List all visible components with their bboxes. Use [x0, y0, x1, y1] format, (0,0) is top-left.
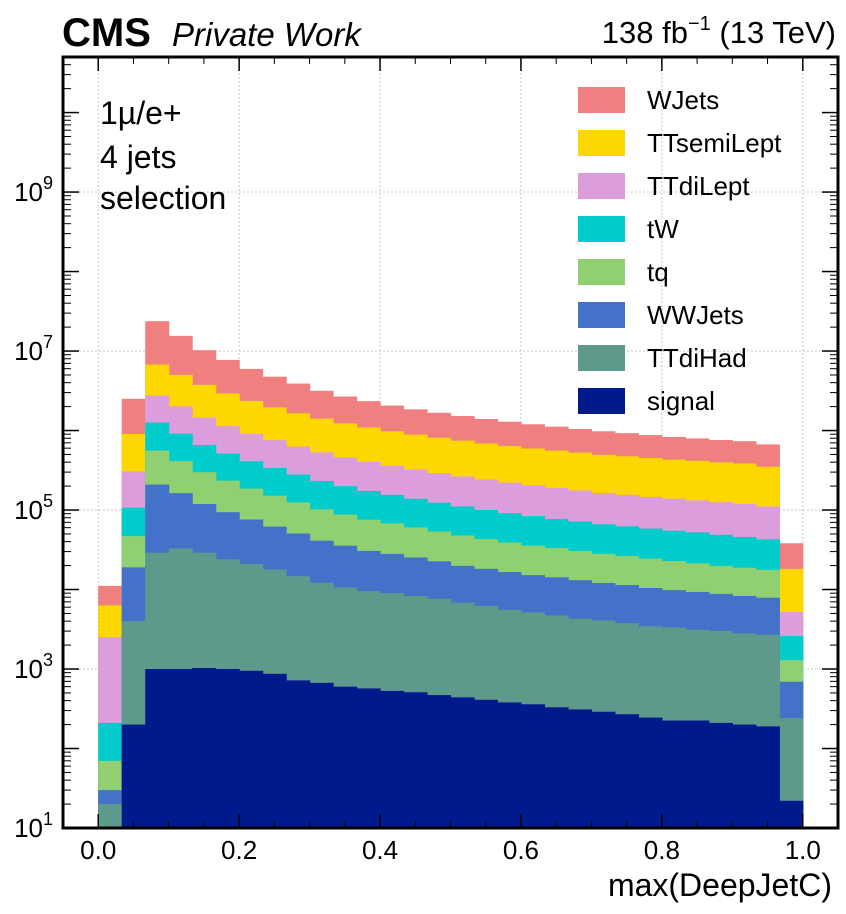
- bar-signal-bin-25: [685, 720, 710, 828]
- lumi-label: 138 fb−1 (13 TeV): [602, 13, 836, 50]
- x-tick-label: 1.0: [785, 835, 821, 865]
- legend-label-TTsemiLept: TTsemiLept: [647, 128, 782, 158]
- legend-label-TTdiLept: TTdiLept: [647, 171, 750, 201]
- legend-swatch-TTdiLept: [578, 173, 625, 199]
- y-tick-label: 103: [14, 650, 53, 684]
- bar-signal-bin-2: [145, 669, 170, 828]
- legend-label-TTdiHad: TTdiHad: [647, 343, 747, 373]
- bar-signal-bin-14: [427, 695, 452, 828]
- x-tick-label: 0.6: [503, 835, 539, 865]
- x-tick-label: 0.2: [221, 835, 257, 865]
- bar-signal-bin-12: [380, 690, 405, 828]
- legend-label-WJets: WJets: [647, 85, 719, 115]
- legend: WJets TTsemiLept TTdiLept tW tq WWJets TTdiHad…: [578, 85, 782, 416]
- bar-signal-bin-28: [755, 726, 780, 828]
- legend-label-tq: tq: [647, 257, 669, 287]
- bar-signal-bin-13: [403, 692, 428, 828]
- bar-signal-bin-8: [286, 680, 311, 828]
- bar-signal-bin-26: [708, 722, 733, 828]
- bar-signal-bin-17: [497, 702, 522, 828]
- legend-swatch-signal: [578, 388, 625, 414]
- legend-swatch-TTdiHad: [578, 345, 625, 371]
- lumi-value: 138 fb: [602, 15, 688, 50]
- bar-signal-bin-9: [309, 682, 334, 828]
- experiment-label: CMS: [62, 11, 151, 55]
- bar-signal-bin-24: [661, 720, 686, 828]
- histogram-bars: [98, 321, 804, 828]
- y-tick-label: 107: [14, 332, 53, 366]
- legend-label-WWJets: WWJets: [647, 300, 744, 330]
- bar-signal-bin-7: [262, 673, 287, 828]
- energy-value: (13 TeV): [711, 15, 836, 50]
- selection-line-1: 1µ/e+: [100, 95, 182, 131]
- legend-label-tW: tW: [647, 214, 679, 244]
- bar-signal-bin-16: [473, 699, 499, 828]
- selection-line-2: 4 jets: [100, 139, 176, 175]
- bar-signal-bin-3: [168, 669, 193, 828]
- bar-signal-bin-20: [567, 709, 593, 828]
- bar-signal-bin-21: [591, 711, 616, 828]
- bar-signal-bin-4: [192, 667, 217, 828]
- legend-swatch-tq: [578, 259, 625, 285]
- legend-swatch-tW: [578, 216, 625, 242]
- bar-signal-bin-29: [779, 800, 804, 828]
- legend-label-signal: signal: [647, 386, 715, 416]
- y-tick-label: 101: [14, 809, 53, 843]
- x-tick-label: 0.4: [362, 835, 398, 865]
- x-tick-label: 0.8: [644, 835, 680, 865]
- x-axis-label: max(DeepJetC): [608, 867, 832, 903]
- status-label: Private Work: [172, 16, 362, 53]
- lumi-exponent: −1: [688, 13, 711, 35]
- bar-signal-bin-5: [215, 669, 240, 828]
- plot-frame: [61, 55, 840, 830]
- legend-swatch-WWJets: [578, 302, 625, 328]
- bar-signal-bin-15: [450, 697, 475, 828]
- bar-signal-bin-11: [356, 688, 381, 828]
- x-tick-label: 0.0: [80, 835, 116, 865]
- bar-signal-bin-22: [614, 714, 640, 828]
- legend-swatch-WJets: [578, 87, 625, 113]
- bar-signal-bin-27: [732, 724, 757, 828]
- axis-ticks: 0.0 0.2 0.4 0.6 0.8 1.0 101 103 105 107 109: [14, 56, 838, 865]
- bar-signal-bin-6: [239, 670, 264, 828]
- bar-signal-bin-23: [638, 717, 663, 828]
- bar-signal-bin-10: [333, 686, 358, 828]
- selection-line-3: selection: [100, 180, 226, 216]
- bar-signal-bin-1: [121, 724, 146, 828]
- y-tick-label: 105: [14, 491, 53, 525]
- bar-signal-bin-18: [520, 704, 546, 828]
- y-tick-label: 109: [14, 173, 53, 207]
- bar-TTdiHad-bin-0: [98, 804, 123, 828]
- legend-swatch-TTsemiLept: [578, 130, 625, 156]
- bar-signal-bin-19: [544, 707, 569, 828]
